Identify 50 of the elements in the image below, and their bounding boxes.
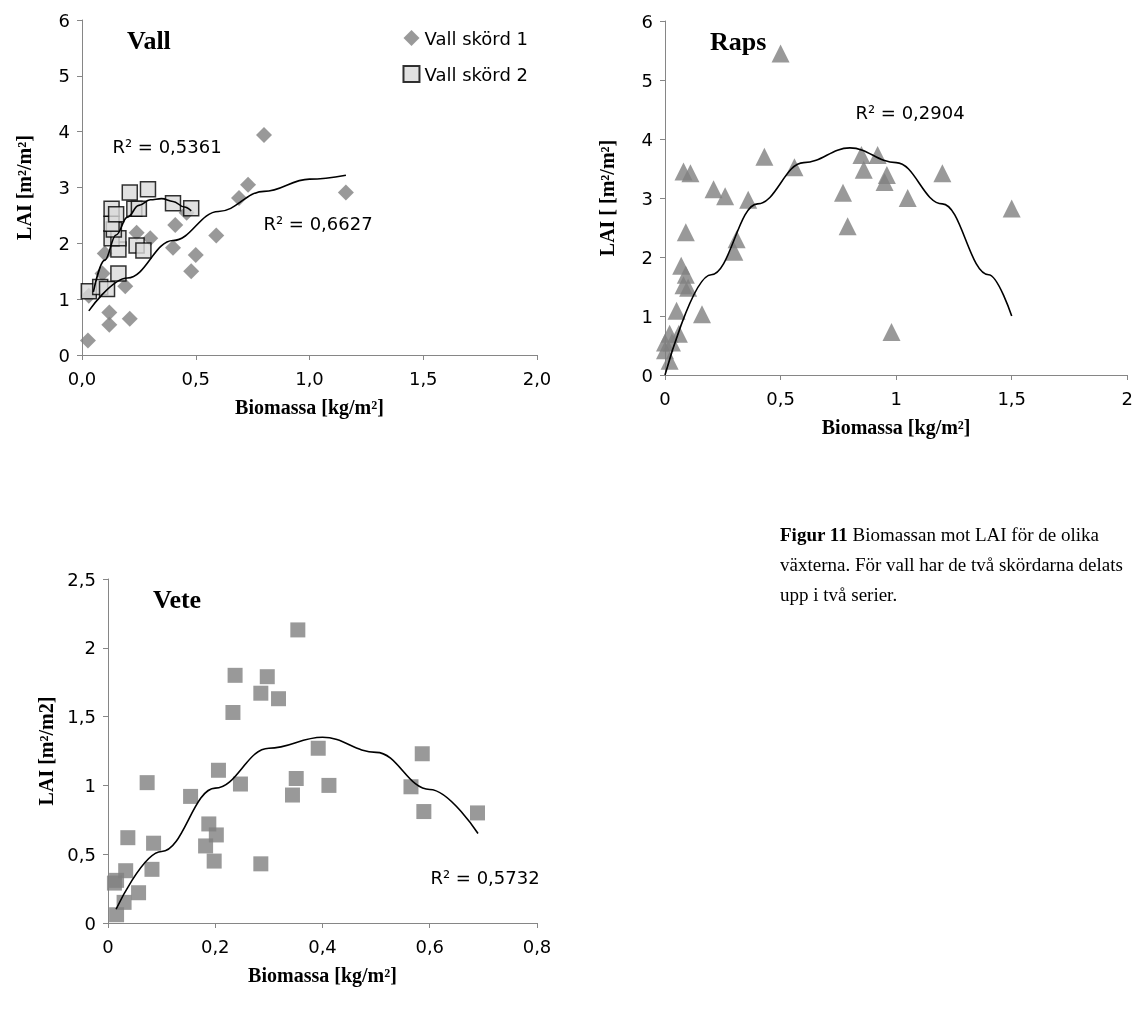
y-tick-label: 3 xyxy=(58,177,70,198)
x-tick-label: 0,0 xyxy=(67,367,97,389)
x-tick-label: 0 xyxy=(659,387,671,409)
x-tick-label: 1 xyxy=(890,387,902,409)
y-tick-label: 6 xyxy=(58,9,70,31)
x-tick-label: 2 xyxy=(1121,387,1133,409)
y-tick-label: 5 xyxy=(641,69,653,91)
x-axis-title: Biomassa [kg/m²] xyxy=(821,416,971,439)
legend-label: Vall skörd 1 xyxy=(424,27,528,49)
y-tick-label: 1 xyxy=(84,774,96,796)
y-tick-label: 3 xyxy=(641,187,653,209)
annotation: R² = 0,2904 xyxy=(855,101,965,123)
x-tick-label: 1,5 xyxy=(408,367,438,389)
x-tick-label: 0,8 xyxy=(522,935,552,957)
y-tick-label: 0,5 xyxy=(67,843,96,865)
text: Figur 11 xyxy=(780,524,848,545)
x-tick-label: 0,2 xyxy=(200,935,230,957)
y-tick-label: 1 xyxy=(58,288,70,310)
y-tick-label: 4 xyxy=(58,121,70,143)
chart-title: Vall xyxy=(127,25,171,55)
x-tick-label: 0,4 xyxy=(308,935,337,957)
chart-title: Vete xyxy=(153,584,202,614)
y-tick-label: 4 xyxy=(641,128,653,150)
annotation: R² = 0,5732 xyxy=(430,866,540,888)
y-tick-label: 6 xyxy=(641,10,653,32)
annotation: R² = 0,5361 xyxy=(112,135,222,157)
y-tick-label: 0 xyxy=(58,344,70,366)
x-tick-label: 1,0 xyxy=(295,367,324,389)
y-tick-label: 2,5 xyxy=(67,568,96,590)
y-tick-label: 2 xyxy=(641,246,653,268)
y-tick-label: 5 xyxy=(58,65,70,87)
x-tick-label: 0,5 xyxy=(766,387,795,409)
x-tick-label: 0,5 xyxy=(181,367,211,389)
x-tick-label: 0 xyxy=(102,935,114,957)
x-axis-title: Biomassa [kg/m²] xyxy=(248,964,397,987)
legend-label: Vall skörd 2 xyxy=(424,63,528,85)
x-tick-label: 0,6 xyxy=(415,935,445,957)
y-tick-label: 1 xyxy=(641,305,653,327)
x-axis-title: Biomassa [kg/m²] xyxy=(235,396,384,419)
y-tick-label: 2 xyxy=(58,232,70,254)
y-axis-title: LAI [m²/m²] xyxy=(13,135,35,240)
annotation: R² = 0,6627 xyxy=(263,212,373,234)
y-tick-label: 0 xyxy=(84,912,96,934)
x-tick-label: 1,5 xyxy=(997,387,1027,409)
y-axis-title: LAI [m²/m2] xyxy=(35,696,58,806)
y-tick-label: 2 xyxy=(84,637,96,659)
chart-title: Raps xyxy=(710,26,767,56)
y-axis-title: LAI [ [m²/m²] xyxy=(596,139,618,257)
x-tick-label: 2,0 xyxy=(522,367,552,389)
y-tick-label: 1,5 xyxy=(67,706,96,728)
